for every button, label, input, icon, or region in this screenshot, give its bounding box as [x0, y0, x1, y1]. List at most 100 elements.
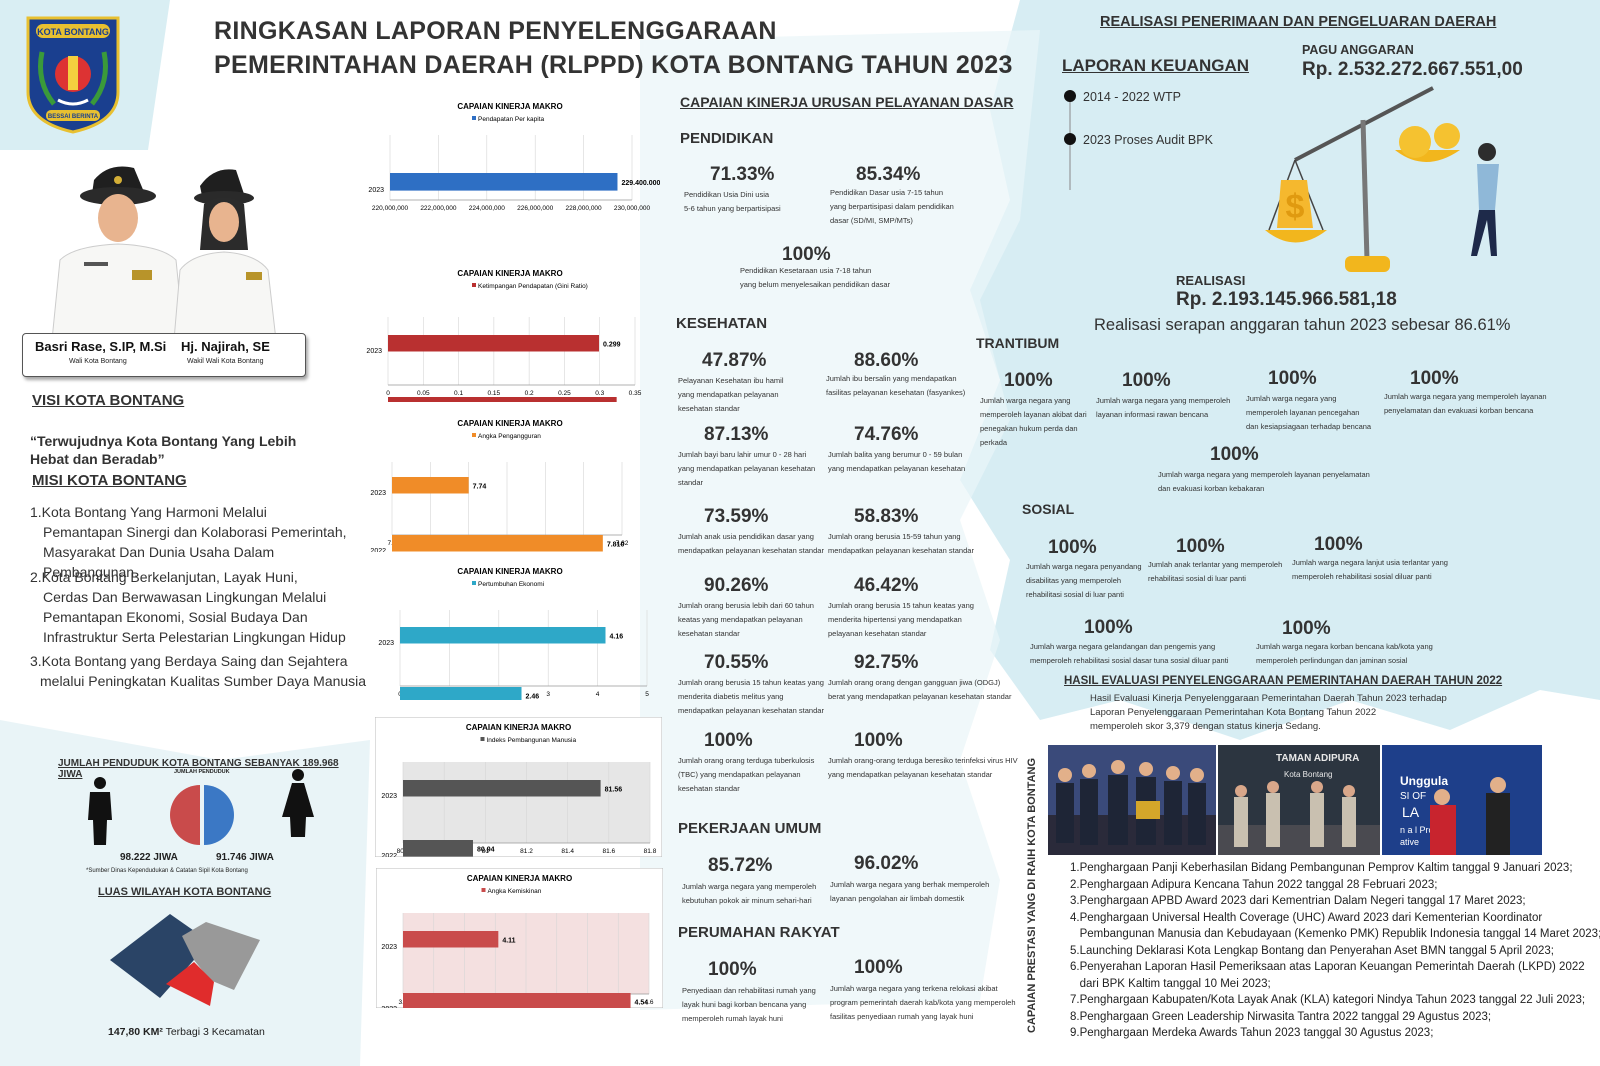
stat-description-line: dan evakuasi korban kebakaran: [1158, 484, 1265, 493]
stat-description: Jumlah orang berusia 15-59 tahun yang men…: [828, 530, 974, 558]
stat-description: Jumlah warga negara korban bencana kab/k…: [1256, 640, 1433, 668]
gender-pie: [170, 785, 234, 845]
stat-description-line: rehabilitasi sosial di luar panti: [1148, 574, 1246, 583]
stat-description-line: Jumlah bayi baru lahir umur 0 - 28 hari: [678, 450, 807, 459]
prestasi-item: 7.Penghargaan Kabupaten/Kota Layak Anak …: [1070, 994, 1586, 1006]
evaluasi-line: Laporan Penyelenggaraan Pemerintahan Kot…: [1090, 707, 1377, 718]
stat-description-line: Jumlah orang orang terduga tuberkulosis: [678, 756, 815, 765]
serapan-text: Realisasi serapan anggaran tahun 2023 se…: [1094, 316, 1511, 334]
bar: [390, 173, 618, 191]
stat-description: Jumlah bayi baru lahir umur 0 - 28 hari y…: [678, 448, 815, 490]
stat-description-line: yang mendapatkan pelayanan kesehatan sta…: [828, 770, 993, 779]
stat-value: 70.55%: [704, 652, 769, 673]
bar: [400, 687, 522, 700]
stat-value: 100%: [1176, 536, 1225, 557]
category-label: 2022: [381, 853, 397, 857]
sosial-heading: SOSIAL: [1022, 501, 1075, 517]
vice-mayor-name: Hj. Najirah, SE: [181, 339, 270, 354]
tick-label: 0.15: [488, 390, 501, 397]
stat-description: Jumlah warga negara yang memperoleh layan…: [980, 394, 1087, 450]
stat-description: Jumlah orang berusia lebih dari 60 tahun…: [678, 599, 814, 641]
tick-label: 81.6: [603, 848, 616, 855]
stat-value: 100%: [1048, 537, 1097, 558]
misi-item-3: 3.Kota Bontang yang Berdaya Saing dan Se…: [30, 651, 370, 691]
chart-hdi: CAPAIAN KINERJA MAKRO Indeks Pembangunan …: [375, 717, 662, 857]
realisasi-label: REALISASI: [1176, 273, 1246, 288]
stat-description-line: Jumlah anak usia pendidikan dasar yang: [678, 532, 814, 541]
stat-description: Pendidikan Usia Dini usia 5-6 tahun yang …: [684, 188, 781, 216]
prestasi-item: Pembangunan Manusia dan Kebudayaan (Keme…: [1070, 928, 1600, 940]
value-label: 2.46: [526, 693, 540, 700]
stat-description: Jumlah warga negara yang memperoleh layan…: [1246, 392, 1371, 434]
tick-label: 0.25: [558, 390, 571, 397]
stat-description-line: memperoleh layanan akibat dari: [980, 410, 1087, 419]
population-source: *Sumber Dinas Kependudukan & Catatan Sip…: [86, 868, 248, 874]
stat-description: Jumlah warga negara yang memperoleh laya…: [1158, 468, 1370, 496]
stat-value: 87.13%: [704, 424, 769, 445]
stat-description-line: (TBC) yang mendapatkan pelayanan: [678, 770, 801, 779]
stat-description-line: program pemerintah daerah kab/kota yang …: [830, 998, 1016, 1007]
stat-description-line: Jumlah orang orang dengan gangguan jiwa …: [828, 678, 1001, 687]
tick-label: 7.82: [616, 540, 629, 547]
keuangan-title: REALISASI PENERIMAAN DAN PENGELUARAN DAE…: [1100, 14, 1497, 30]
stat-description: Pendidikan Dasar usia 7-15 tahun yang ber…: [830, 186, 954, 228]
population-graphic: [88, 769, 314, 845]
stat-description-line: kesehatan standar: [678, 629, 740, 638]
female-icon: [282, 769, 314, 837]
stat-description-line: kebutuhan pokok air minum sehari-hari: [682, 896, 812, 905]
stat-description-line: mendapatkan pelayanan kesehatan standar: [678, 706, 824, 715]
stat-value: 100%: [708, 959, 757, 980]
stat-description-line: layak huni bagi korban bencana yang: [682, 1000, 807, 1009]
evaluasi-line: Hasil Evaluasi Kinerja Penyelenggaraan P…: [1090, 693, 1447, 704]
award-photo-3: Unggula SI OF LA n a l Progra ative: [1382, 745, 1542, 855]
bar: [403, 993, 631, 1008]
pagu-value: Rp. 2.532.272.667.551,00: [1302, 59, 1523, 80]
value-label: 4.54: [635, 999, 649, 1006]
tick-label: 0.1: [454, 390, 463, 397]
chart-income-per-capita: CAPAIAN KINERJA MAKRO Pendapatan Per kapi…: [368, 102, 660, 212]
stat-description-line: Jumlah orang berusia 15 tahun keatas yan…: [678, 678, 824, 687]
stat-description: Jumlah orang orang dengan gangguan jiwa …: [828, 676, 1011, 704]
stat-description-line: layanan pengolahan air limbah domestik: [830, 894, 965, 903]
category-label: 2023: [366, 348, 382, 355]
stat-value: 100%: [1314, 534, 1363, 555]
stat-value: 100%: [1084, 617, 1133, 638]
misi-heading: MISI KOTA BONTANG: [32, 472, 187, 489]
stat-description-line: kesehatan standar: [678, 784, 740, 793]
stat-description-line: Jumlah warga negara yang memperoleh laya…: [1158, 470, 1370, 479]
stat-description-line: mendapatkan pelayanan kesehatan standar: [828, 546, 974, 555]
stat-description-line: memperoleh rumah layak huni: [682, 1014, 783, 1023]
stat-description-line: fasilitas penyediaan rumah yang layak hu…: [830, 1012, 974, 1021]
legend-label: Ketimpangan Pendapatan (Gini Ratio): [478, 283, 588, 290]
photo3-line-4: n a l Progra: [1400, 825, 1447, 835]
value-label: 4.11: [502, 937, 515, 944]
stat-description-line: Jumlah orang-orang terduga beresiko teri…: [828, 756, 1018, 765]
misi-3-line: melalui Peningkatan Kualitas Sumber Daya…: [40, 673, 367, 689]
tick-label: 230,000,000: [614, 205, 651, 212]
stat-description: Pendidikan Kesetaraan usia 7-18 tahun yan…: [740, 264, 890, 292]
stat-value: 100%: [1122, 370, 1171, 391]
chart-gini-ratio: CAPAIAN KINERJA MAKRO Ketimpangan Pendapa…: [366, 269, 642, 402]
chart-economic-growth: CAPAIAN KINERJA MAKRO Pertumbuhan Ekonomi…: [378, 567, 649, 700]
keuangan-heading: LAPORAN KEUANGAN: [1062, 56, 1249, 75]
stat-description-line: yang mendapatkan pelayanan kesehatan: [828, 464, 966, 473]
tick-label: 0: [386, 390, 390, 397]
stat-description-line: Jumlah orang berusia 15 tahun keatas yan…: [828, 601, 974, 610]
bar: [388, 397, 617, 402]
prestasi-item: 1.Penghargaan Panji Keberhasilan Bidang …: [1070, 862, 1573, 874]
prestasi-item: 4.Penghargaan Universal Health Coverage …: [1070, 911, 1543, 924]
legend-swatch: [472, 283, 476, 287]
value-label: 229.400.000: [621, 180, 660, 187]
stat-description-line: yang mendapatkan pelayanan: [678, 390, 779, 399]
male-icon: [88, 777, 112, 845]
stat-description: Jumlah anak usia pendidikan dasar yang me…: [678, 530, 824, 558]
stat-description-line: Jumlah warga negara gelandangan dan peng…: [1030, 642, 1216, 651]
leaders-namebox: Basri Rase, S.IP, M.Si Hj. Najirah, SE W…: [22, 333, 306, 377]
stat-value: 58.83%: [854, 506, 919, 527]
tick-label: 5: [645, 691, 649, 698]
misi-item-2: 2.Kota Bontang Berkelanjutan, Layak Huni…: [30, 567, 370, 647]
stat-description-line: Pendidikan Usia Dini usia: [684, 190, 770, 199]
evaluasi-text: Hasil Evaluasi Kinerja Penyelenggaraan P…: [1090, 692, 1447, 734]
prestasi-list: 1.Penghargaan Panji Keberhasilan Bidang …: [1070, 860, 1600, 1042]
prestasi-item: 6.Penyerahan Laporan Hasil Pemeriksaan a…: [1070, 961, 1585, 973]
